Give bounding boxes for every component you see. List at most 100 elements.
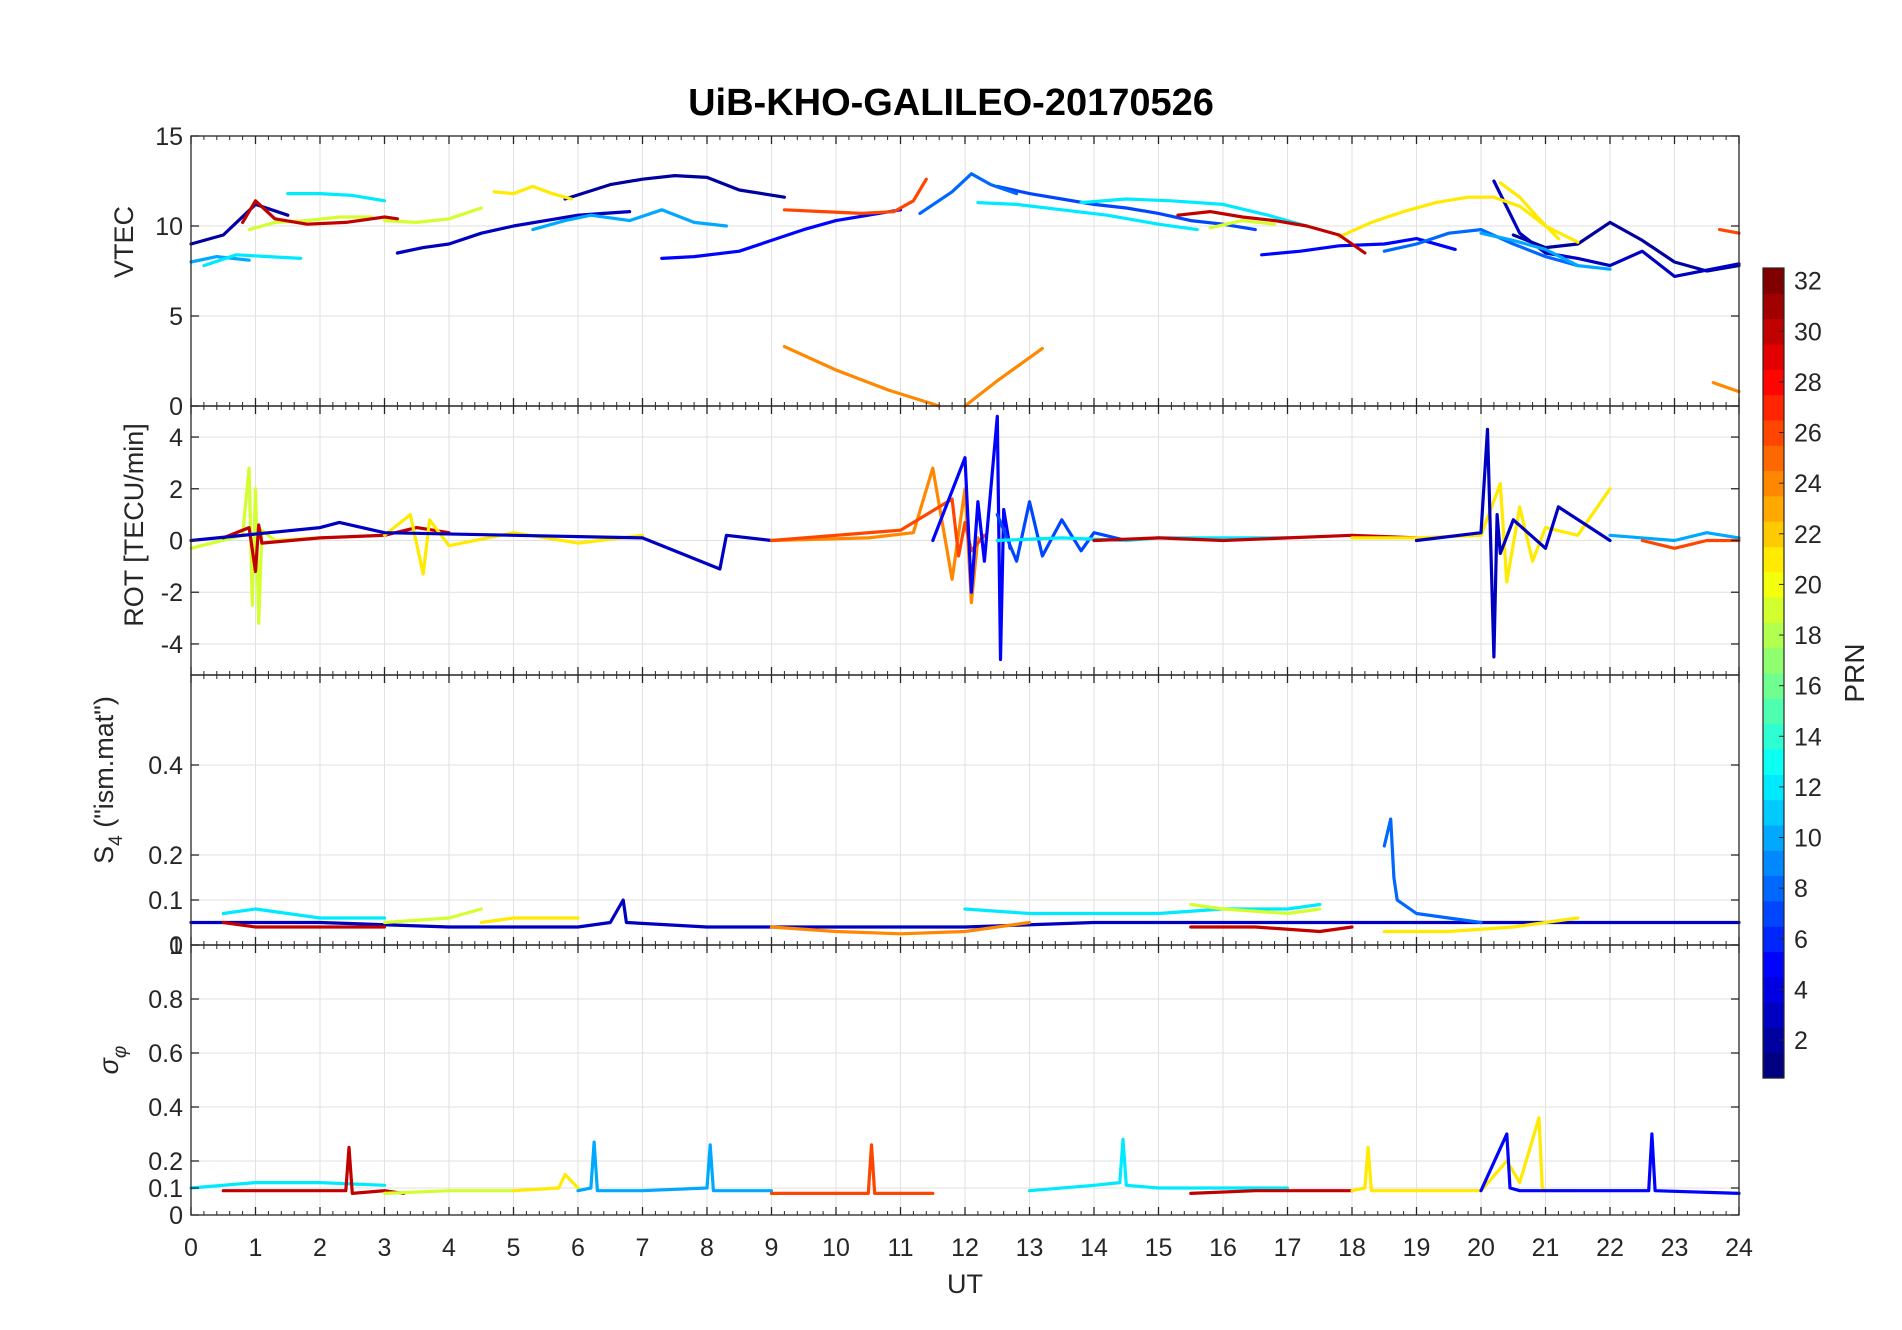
x-tick-label: 9 [765, 1234, 779, 1262]
series-line-prn-12 [221, 907, 387, 920]
series-line-prn-26 [769, 1143, 935, 1196]
series-line-prn-3 [395, 210, 632, 255]
series-line-prn-30 [1189, 1189, 1354, 1196]
x-tick-label: 21 [1532, 1234, 1560, 1262]
colorbar-tick-label: 10 [1794, 825, 1822, 853]
series-line-prn-12 [963, 902, 1322, 916]
colorbar-tick-label: 4 [1794, 976, 1808, 1004]
y-tick-label: 4 [169, 424, 183, 452]
y-tick-label: 0 [169, 1202, 183, 1230]
series-line-prn-2 [189, 202, 290, 246]
colorbar-segment [1763, 622, 1784, 649]
series-line-prn-5 [660, 208, 903, 260]
x-tick-label: 8 [700, 1234, 714, 1262]
series-line-prn-8 [1382, 817, 1483, 925]
x-tick-label: 2 [313, 1234, 327, 1262]
colorbar-tick-label: 22 [1794, 521, 1822, 549]
x-tick-label: 6 [571, 1234, 585, 1262]
colorbar-segment [1763, 597, 1784, 623]
y-tick-label: 0 [169, 393, 183, 421]
colorbar-segment [1763, 546, 1784, 573]
y-tick-label: -2 [161, 579, 183, 607]
series-line-prn-19 [382, 206, 483, 224]
series-line-prn-10 [576, 1140, 774, 1193]
y-tick-label: 15 [155, 123, 183, 151]
series-line-prn-30 [241, 199, 399, 226]
colorbar-segment [1763, 369, 1784, 396]
series-line-prn-19 [189, 466, 322, 625]
colorbar-segment [1763, 748, 1784, 775]
colorbar-label: PRN [1839, 643, 1870, 702]
series-line-prn-30 [221, 1145, 406, 1196]
y-tick-label: 0.8 [148, 986, 183, 1014]
series-line-prn-21 [479, 916, 580, 925]
y-tick-label: 0.6 [148, 1040, 183, 1068]
series-line-prn-30 [221, 920, 387, 929]
y-tick-label: 0.2 [148, 842, 183, 870]
y-tick-label: -4 [161, 631, 183, 659]
colorbar-segment [1763, 673, 1784, 699]
series-line-prn-26 [769, 497, 987, 558]
x-tick-label: 23 [1661, 1234, 1689, 1262]
colorbar-segment [1763, 495, 1784, 522]
colorbar-segment [1763, 875, 1784, 902]
colorbar-tick-label: 20 [1794, 571, 1822, 599]
x-tick-labels: 0 1 2 3 4 5 6 7 8 9 10 11 12 13 14 15 16 17 18 19 20 21 22 23 24 [184, 1234, 1753, 1262]
colorbar-segment [1763, 470, 1784, 497]
colorbar-tick-label: 28 [1794, 369, 1822, 397]
series-line-prn-21 [492, 184, 574, 201]
series-line-prn-21 [1350, 1116, 1580, 1193]
chart-title: UiB-KHO-GALILEO-20170526 [688, 82, 1214, 124]
series-line-prn-7 [995, 500, 1128, 563]
series-line-prn-19 [247, 215, 374, 232]
x-tick-label: 5 [507, 1234, 521, 1262]
series-line-prn-3 [1492, 179, 1741, 278]
sigma-phi-panel: 00.10.20.40.60.81 [148, 932, 1741, 1230]
series-line-prn-7 [995, 184, 1257, 232]
series-line-prn-26 [1717, 228, 1741, 235]
x-tick-label: 16 [1209, 1234, 1237, 1262]
rot-panel: -4 -2 0 2 4 [161, 405, 1741, 676]
colorbar-segment [1763, 723, 1784, 750]
colorbar-segment [1763, 698, 1784, 725]
x-axis-label: UT [947, 1269, 983, 1299]
series-line-prn-21 [511, 1172, 580, 1193]
x-tick-label: 0 [184, 1234, 198, 1262]
y-tick-label: 0.1 [148, 1175, 183, 1203]
colorbar-segment [1763, 774, 1784, 801]
colorbar-segment [1763, 824, 1784, 851]
colorbar-segment [1763, 394, 1784, 421]
series-line-prn-19 [1189, 902, 1322, 916]
colorbar-segment [1763, 976, 1784, 1003]
x-tick-label: 19 [1403, 1234, 1431, 1262]
series-line-prn-5 [1479, 1132, 1741, 1196]
x-tick-label: 18 [1338, 1234, 1366, 1262]
colorbar-segment [1763, 318, 1784, 345]
series-line-prn-30 [221, 523, 451, 574]
x-tick-label: 1 [249, 1234, 263, 1262]
colorbar-segment [1763, 951, 1784, 978]
colorbar-tick-label: 12 [1794, 774, 1822, 802]
series-line-prn-10 [189, 255, 251, 264]
series-line-prn-2 [563, 174, 787, 201]
colorbar-segment [1763, 1002, 1784, 1028]
s4-label-text: S4 ("ism.mat") [89, 696, 127, 864]
colorbar-segment [1763, 445, 1784, 472]
series-line-prn-26 [1640, 538, 1741, 550]
series-line-prn-10 [1608, 531, 1741, 543]
series-line-prn-26 [782, 177, 928, 215]
series-line-prn-21 [1337, 195, 1580, 244]
series-line-prn-12 [189, 1180, 387, 1190]
series-line-prn-21 [1382, 916, 1580, 934]
y-tick-label: 0.1 [148, 887, 183, 915]
colorbar-segment [1763, 647, 1784, 674]
colorbar-segment [1763, 850, 1784, 877]
y-tick-label: 0.2 [148, 1148, 183, 1176]
series-line-prn-24 [782, 345, 941, 408]
series-line-prn-10 [1479, 231, 1612, 271]
series-line-prn-8 [1382, 228, 1580, 268]
series-line-prn-30 [1176, 210, 1367, 255]
series-line-prn-8 [918, 172, 1019, 215]
colorbar-segment [1763, 900, 1784, 927]
